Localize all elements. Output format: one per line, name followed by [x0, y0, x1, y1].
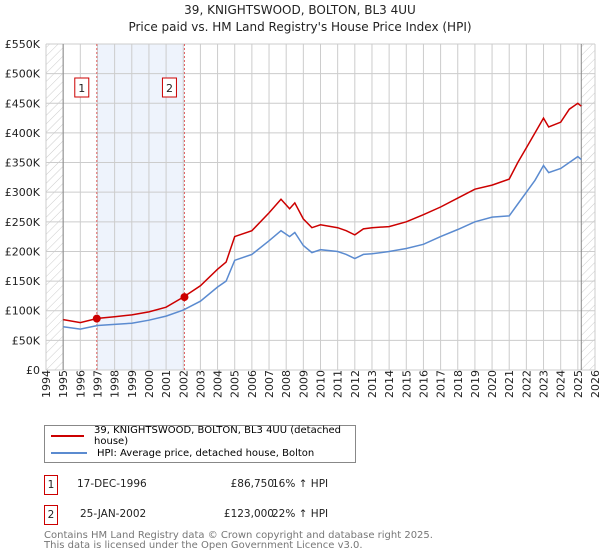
x-tick-label: 1997 [91, 370, 104, 398]
sale-period-shading [96, 44, 185, 370]
sale-hpi: 16% ↑ HPI [272, 478, 329, 490]
legend-swatch-red [51, 435, 85, 437]
x-tick-label: 2016 [417, 370, 430, 398]
y-tick-label: £200K [5, 245, 41, 258]
x-tick-label: 2012 [349, 370, 362, 398]
legend: 39, KNIGHTSWOOD, BOLTON, BL3 4UU (detach… [44, 425, 356, 463]
x-tick-label: 2013 [366, 370, 379, 398]
x-tick-label: 2025 [572, 370, 585, 398]
footer: Contains HM Land Registry data © Crown c… [44, 531, 433, 551]
sale-point [180, 293, 189, 302]
hpi-line [63, 155, 582, 330]
x-tick-label: 2006 [246, 370, 259, 398]
x-tick-label: 2018 [452, 370, 465, 398]
x-tick-label: 2001 [160, 370, 173, 398]
x-tick-label: 2005 [229, 370, 242, 398]
y-tick-label: £100K [5, 305, 41, 318]
y-tick-label: £500K [5, 68, 41, 81]
y-tick-label: £450K [5, 97, 41, 110]
x-tick-label: 2014 [383, 370, 396, 398]
sale-row: 1 17-DEC-1996 £86,750 16% ↑ HPI [44, 475, 444, 497]
legend-item-property: 39, KNIGHTSWOOD, BOLTON, BL3 4UU (detach… [45, 425, 355, 447]
x-tick-label: 2021 [503, 370, 516, 398]
y-tick-label: £0 [26, 364, 40, 377]
chart-title: 39, KNIGHTSWOOD, BOLTON, BL3 4UU [184, 3, 416, 17]
x-tick-label: 2007 [263, 370, 276, 398]
x-tick-label: 2023 [538, 370, 551, 398]
x-tick-label: 2003 [194, 370, 207, 398]
x-tick-label: 2019 [469, 370, 482, 398]
legend-label: HPI: Average price, detached house, Bolt… [97, 447, 315, 459]
x-tick-label: 2008 [280, 370, 293, 398]
y-tick-label: £300K [5, 186, 41, 199]
x-tick-label: 2017 [435, 370, 448, 398]
sale-point [92, 314, 101, 323]
x-tick-label: 2026 [589, 370, 600, 398]
y-tick-label: £250K [5, 216, 41, 229]
sale-marker-label: 2 [166, 82, 173, 95]
sale-date: 25-JAN-2002 [80, 508, 147, 520]
sale-hpi: 22% ↑ HPI [272, 508, 329, 520]
price-chart: 1994 1995 1996 1997 1998 1999 2000 2001 2002 2003… [5, 38, 600, 398]
x-tick-label: 1995 [57, 370, 70, 398]
legend-item-hpi: HPI: Average price, detached house, Bolt… [45, 445, 314, 461]
y-tick-label: £150K [5, 275, 41, 288]
x-tick-label: 2009 [297, 370, 310, 398]
legend-label: 39, KNIGHTSWOOD, BOLTON, BL3 4UU (detach… [94, 425, 342, 447]
x-tick-label: 2024 [555, 370, 568, 398]
chart-subtitle: Price paid vs. HM Land Registry's House … [128, 20, 472, 34]
sale-price: £123,000 [223, 508, 274, 520]
sale-badge: 2 [44, 505, 58, 525]
footer-copyright: Contains HM Land Registry data © Crown c… [44, 530, 433, 541]
x-tick-label: 2000 [143, 370, 156, 398]
hatched-region [581, 44, 595, 370]
x-tick-label: 1994 [40, 370, 53, 398]
x-tick-label: 2015 [400, 370, 413, 398]
sale-badge: 1 [44, 475, 58, 495]
y-tick-label: £400K [5, 127, 41, 140]
x-tick-label: 1996 [74, 370, 87, 398]
sale-marker-box [161, 77, 177, 98]
x-tick-label: 2002 [177, 370, 190, 398]
x-tick-label: 1998 [109, 370, 122, 398]
y-tick-label: £550K [5, 38, 41, 51]
sale-price: £86,750 [230, 478, 274, 490]
x-tick-label: 2011 [332, 370, 345, 398]
legend-swatch-blue [51, 452, 87, 454]
y-tick-label: £50K [12, 334, 41, 347]
x-tick-label: 2010 [315, 370, 328, 398]
x-tick-label: 2022 [520, 370, 533, 398]
y-tick-label: £350K [5, 157, 41, 170]
sale-marker-label: 1 [78, 82, 85, 95]
x-tick-label: 2004 [212, 370, 225, 398]
property-price-line [63, 102, 582, 324]
sale-date: 17-DEC-1996 [77, 478, 147, 490]
sale-row: 2 25-JAN-2002 £123,000 22% ↑ HPI [44, 505, 444, 527]
hatched-region [46, 44, 64, 370]
sale-marker-box [74, 77, 90, 98]
x-tick-label: 2020 [486, 370, 499, 398]
footer-licence: This data is licensed under the Open Gov… [44, 540, 363, 551]
x-tick-label: 1999 [126, 370, 139, 398]
